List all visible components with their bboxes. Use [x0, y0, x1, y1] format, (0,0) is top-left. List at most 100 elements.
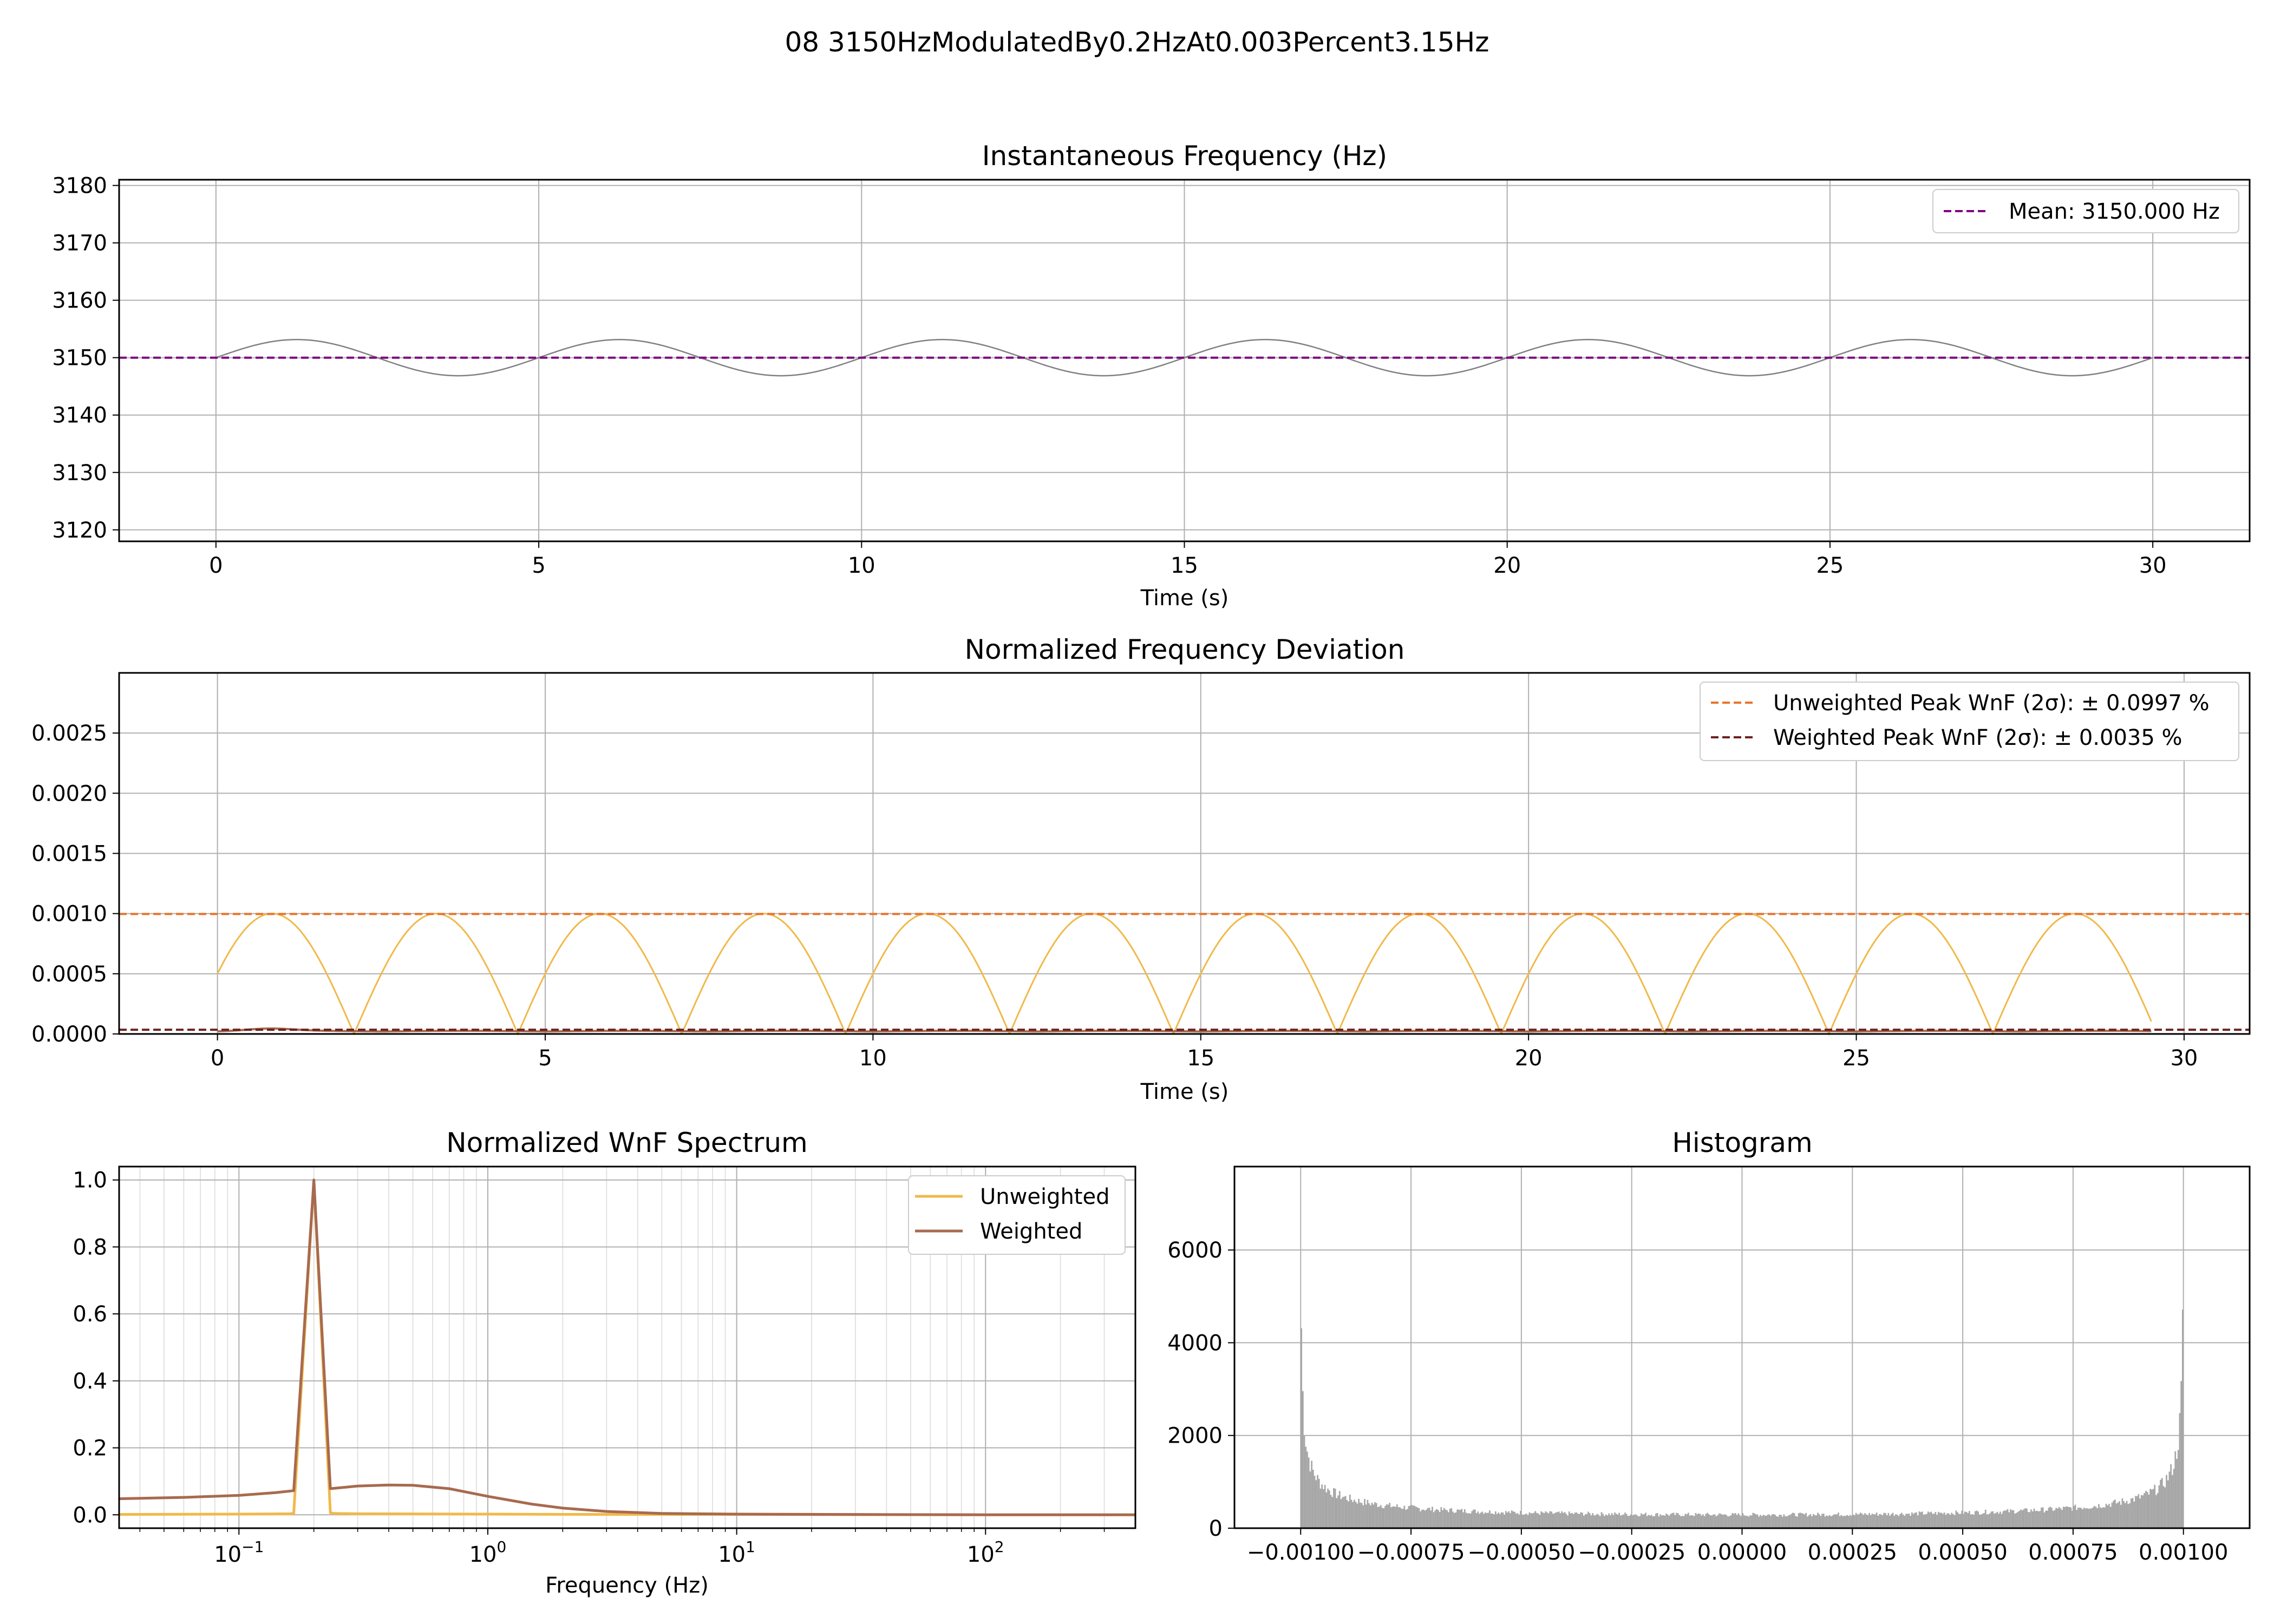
panel4-hist-bar [1699, 1514, 1701, 1528]
panel1-xtick-label: 20 [1493, 553, 1521, 578]
panel4-hist-bar [1984, 1509, 1987, 1528]
panel4-hist-bar [2130, 1498, 2132, 1528]
panel4-hist-bar [1771, 1514, 1773, 1528]
panel4-hist-bar [2101, 1508, 2103, 1528]
panel4-hist-bar [1724, 1514, 1726, 1528]
panel4-hist-bar [1355, 1502, 1357, 1528]
panel4-hist-bar [1842, 1516, 1844, 1528]
panel4-hist-bar [1902, 1514, 1904, 1528]
panel4-hist-bar [1887, 1512, 1890, 1528]
panel2-ytick-label: 0.0025 [31, 721, 107, 746]
panel4-hist-bar [1799, 1512, 1801, 1528]
panel4-hist-bar [2007, 1509, 2009, 1528]
panel4-hist-bar [1958, 1514, 1960, 1528]
panel4-hist-bar [1838, 1512, 1839, 1528]
panel4-hist-bar [2148, 1495, 2150, 1528]
panel-instantaneous-frequency: Instantaneous Frequency (Hz) 0 5 10 15 20 25 3… [52, 140, 2251, 611]
panel1-plot-area [119, 339, 2250, 377]
panel4-hist-bar [1442, 1510, 1443, 1528]
panel4-hist-bar [1612, 1515, 1615, 1528]
panel4-hist-bar [1436, 1509, 1437, 1528]
panel4-hist-bar [1422, 1509, 1424, 1528]
panel4-hist-bar [1473, 1509, 1474, 1528]
panel4-hist-bar [1553, 1513, 1556, 1528]
panel4-hist-bar [2039, 1511, 2041, 1528]
panel4-hist-bar [1365, 1504, 1367, 1528]
panel3-ytick-label: 0.8 [73, 1235, 107, 1260]
panel4-hist-bar [1359, 1502, 1361, 1528]
panel4-hist-bar [1421, 1509, 1423, 1528]
panel4-hist-bar [2111, 1503, 2113, 1528]
panel4-hist-bar [1908, 1513, 1910, 1528]
panel1-ytick-label: 3160 [52, 289, 107, 313]
panel4-hist-bar [1461, 1509, 1463, 1528]
panel4-hist-bar [1668, 1515, 1670, 1528]
panel4-hist-bar [1827, 1516, 1829, 1528]
panel4-hist-bar [1974, 1511, 1976, 1528]
panel4-hist-bar [2090, 1508, 2093, 1528]
panel4-hist-bar [1911, 1512, 1913, 1528]
panel4-hist-bar [1468, 1513, 1470, 1528]
panel4-hist-bar [1836, 1514, 1838, 1528]
panel4-hist-bar [1486, 1513, 1488, 1528]
panel4-hist-bar [1344, 1496, 1347, 1528]
panel4-hist-bar [1776, 1516, 1778, 1528]
panel4-hist-bar [2113, 1501, 2114, 1528]
panel4-hist-bar [2127, 1504, 2129, 1528]
panel2-ytick-label: 0.0000 [31, 1022, 107, 1047]
panel4-hist-bar [1624, 1512, 1626, 1528]
panel4-hist-bar [1852, 1515, 1854, 1528]
panel4-hist-bar [1665, 1514, 1667, 1528]
panel4-hist-bar [1445, 1509, 1447, 1528]
panel4-hist-bar [1587, 1511, 1589, 1528]
panel4-hist-bar [1330, 1495, 1332, 1528]
panel4-hist-bar [2152, 1489, 2154, 1528]
panel4-hist-bar [1664, 1515, 1666, 1528]
panel4-hist-bar [1833, 1514, 1835, 1528]
panel4-hist-bar [1397, 1507, 1400, 1528]
panel4-hist-bar [1424, 1510, 1426, 1528]
panel4-hist-bar [1574, 1512, 1576, 1528]
panel4-hist-bar [1929, 1512, 1931, 1528]
panel4-hist-bar [1855, 1512, 1857, 1528]
panel4-hist-bar [1458, 1509, 1460, 1528]
panel4-hist-bar [1720, 1514, 1722, 1528]
panel4-hist-bar [1851, 1516, 1853, 1528]
panel2-weighted-line [217, 1027, 2152, 1033]
panel4-hist-bar [1492, 1513, 1494, 1528]
panel4-hist-bar [1899, 1514, 1901, 1528]
panel4-hist-bar [1864, 1513, 1866, 1528]
panel4-hist-bar [2115, 1503, 2118, 1528]
panel4-hist-bar [1655, 1513, 1657, 1528]
panel4-hist-bar [1652, 1516, 1654, 1528]
panel1-ytick-label: 3130 [52, 461, 107, 486]
panel4-hist-bar [1863, 1515, 1865, 1528]
panel4-hist-bar [1927, 1511, 1929, 1528]
panel4-hist-bar [1321, 1484, 1323, 1528]
panel4-hist-bar [1877, 1516, 1879, 1528]
panel4-hist-bar [1965, 1512, 1968, 1528]
panel4-hist-bar [2052, 1511, 2054, 1528]
panel4-hist-bar [1499, 1514, 1501, 1528]
panel4-hist-bar [1493, 1514, 1495, 1528]
panel4-hist-bar [1676, 1512, 1677, 1528]
panel4-hist-bar [2033, 1508, 2035, 1528]
panel4-hist-bar [1814, 1515, 1816, 1528]
panel4-hist-bar [2017, 1511, 2019, 1528]
panel4-hist-bar [1415, 1507, 1417, 1528]
panel4-hist-bar [1618, 1512, 1620, 1528]
panel4-hist-bar [2072, 1510, 2073, 1528]
panel3-ytick-label: 0.6 [73, 1302, 107, 1327]
panel4-hist-bar [2030, 1509, 2032, 1528]
panel4-hist-bar [2177, 1450, 2179, 1528]
panel4-hist-bar [1565, 1514, 1567, 1528]
panel4-hist-bar [2166, 1475, 2167, 1528]
panel4-hist-bar [1500, 1512, 1502, 1528]
panel4-hist-bar [1617, 1514, 1619, 1528]
panel4-hist-bar [1494, 1511, 1497, 1528]
panel4-ytick-label: 6000 [1167, 1238, 1223, 1263]
panel4-hist-bar [1696, 1514, 1698, 1528]
panel4-hist-bar [1886, 1515, 1888, 1528]
panel4-hist-bar [1818, 1514, 1820, 1528]
panel3-ytick-label: 0.2 [73, 1436, 107, 1461]
